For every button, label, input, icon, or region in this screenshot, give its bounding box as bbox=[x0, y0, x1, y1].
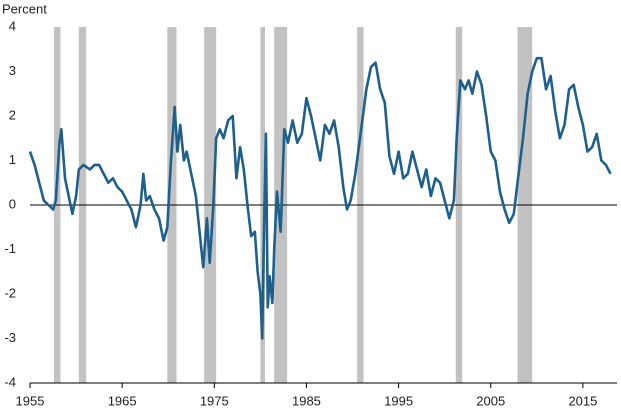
y-tick-label: 1 bbox=[9, 152, 16, 167]
y-tick-label: -4 bbox=[4, 374, 16, 389]
y-tick-label: -3 bbox=[4, 330, 16, 345]
y-tick-label: 3 bbox=[9, 63, 16, 78]
x-tick-label: 1975 bbox=[200, 393, 229, 408]
y-tick-label: 4 bbox=[9, 18, 16, 33]
y-tick-label: 0 bbox=[9, 196, 16, 211]
y-tick-label: 2 bbox=[9, 107, 16, 122]
x-tick-label: 1955 bbox=[16, 393, 45, 408]
x-tick-label: 2015 bbox=[568, 393, 597, 408]
x-tick-label: 1995 bbox=[384, 393, 413, 408]
y-tick-label: -1 bbox=[4, 241, 16, 256]
x-tick-label: 2005 bbox=[476, 393, 505, 408]
x-tick-label: 1965 bbox=[108, 393, 137, 408]
data-line bbox=[28, 56, 612, 340]
y-axis-label: Percent bbox=[2, 1, 47, 16]
x-tick-label: 1985 bbox=[292, 393, 321, 408]
y-tick-label: -2 bbox=[4, 285, 16, 300]
